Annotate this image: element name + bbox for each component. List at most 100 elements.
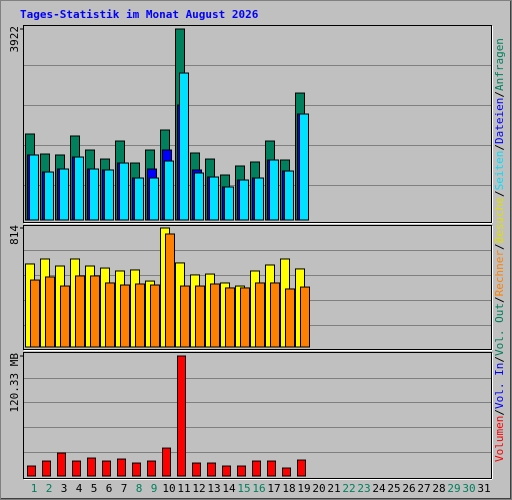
bar — [210, 283, 220, 348]
legend-separator: / — [493, 356, 506, 363]
x-tick-label: 13 — [207, 482, 220, 495]
x-tick-label: 31 — [477, 482, 490, 495]
bar — [240, 287, 250, 348]
bar — [89, 168, 99, 221]
bar — [117, 458, 126, 477]
bar — [177, 355, 186, 477]
bar — [87, 457, 96, 477]
x-tick-label: 14 — [222, 482, 236, 495]
legend-entry: Rechner — [493, 250, 506, 297]
x-tick-label: 23 — [357, 482, 370, 495]
bar — [269, 159, 279, 221]
x-tick-label: 19 — [297, 482, 310, 495]
bar — [180, 285, 190, 348]
bar — [149, 177, 159, 221]
legend-entry: Seiten — [493, 151, 506, 191]
bar — [225, 287, 235, 348]
bar — [105, 282, 115, 348]
legend-separator: / — [493, 190, 506, 197]
bar — [194, 172, 204, 221]
legend-separator: / — [493, 296, 506, 303]
x-tick-label: 24 — [372, 482, 386, 495]
bar — [300, 286, 310, 348]
x-tick-label: 6 — [106, 482, 113, 495]
y-tick-label: 3922 — [8, 26, 21, 53]
legend-separator: / — [493, 144, 506, 151]
legend-separator: / — [493, 243, 506, 250]
bar — [162, 447, 171, 477]
x-tick-label: 1 — [31, 482, 38, 495]
bar — [255, 282, 265, 348]
x-tick-label: 12 — [192, 482, 205, 495]
bar — [165, 233, 175, 348]
bar — [44, 171, 54, 221]
x-tick-label: 28 — [432, 482, 445, 495]
x-tick-label: 7 — [121, 482, 128, 495]
bar — [119, 162, 129, 221]
bar — [90, 275, 100, 348]
bar — [209, 176, 219, 221]
bar — [42, 460, 51, 477]
bar — [237, 465, 246, 477]
bar — [45, 276, 55, 348]
legend-entry: Dateien — [493, 98, 506, 144]
bar — [30, 279, 40, 348]
legend-entry: Volumen — [493, 416, 506, 462]
bar — [164, 160, 174, 221]
bar — [74, 156, 84, 221]
bar — [224, 186, 234, 221]
bar — [239, 179, 249, 221]
bar — [134, 177, 144, 221]
x-tick-label: 20 — [312, 482, 325, 495]
bar — [120, 284, 130, 348]
bar — [192, 462, 201, 477]
x-tick-label: 30 — [462, 482, 475, 495]
bar — [135, 283, 145, 348]
bar — [59, 168, 69, 221]
legend-entry: Anfragen — [493, 38, 506, 91]
x-tick-label: 27 — [417, 482, 430, 495]
bar — [285, 288, 295, 348]
x-tick-label: 21 — [327, 482, 340, 495]
x-tick-label: 4 — [76, 482, 83, 495]
x-tick-label: 15 — [237, 482, 250, 495]
x-tick-label: 3 — [61, 482, 68, 495]
bar — [27, 465, 36, 477]
x-tick-label: 26 — [402, 482, 415, 495]
bar — [222, 465, 231, 477]
chart-title: Tages-Statistik im Monat August 2026 — [20, 8, 259, 21]
legend-entry: Vol. Out — [493, 303, 506, 356]
x-tick-label: 16 — [252, 482, 265, 495]
bar — [75, 275, 85, 348]
y-tick-label: 814 — [8, 225, 21, 245]
bar — [60, 285, 70, 348]
x-tick-label: 8 — [136, 482, 143, 495]
x-tick-label: 22 — [342, 482, 355, 495]
bar — [207, 462, 216, 477]
legend-entry: Vol. In — [493, 363, 506, 409]
legend-entry: Besuche — [493, 197, 506, 243]
bar — [102, 460, 111, 477]
bar — [132, 462, 141, 477]
bar — [252, 460, 261, 477]
bar — [72, 460, 81, 477]
bar — [29, 154, 39, 221]
bar — [195, 285, 205, 348]
x-tick-label: 18 — [282, 482, 295, 495]
panel — [23, 352, 492, 479]
legend: Volumen/Vol. In/Vol. Out/Rechner/Besuche… — [493, 38, 506, 462]
x-tick-label: 10 — [162, 482, 175, 495]
x-tick-label: 9 — [151, 482, 158, 495]
y-tick-label: 120.33 MB — [8, 353, 21, 413]
bar — [150, 284, 160, 348]
x-tick-label: 2 — [46, 482, 53, 495]
x-tick-label: 25 — [387, 482, 400, 495]
x-tick-label: 29 — [447, 482, 460, 495]
bar — [57, 452, 66, 477]
legend-separator: / — [493, 409, 506, 416]
bar — [282, 467, 291, 477]
bar — [267, 460, 276, 477]
bar — [147, 460, 156, 477]
x-tick-label: 5 — [91, 482, 98, 495]
